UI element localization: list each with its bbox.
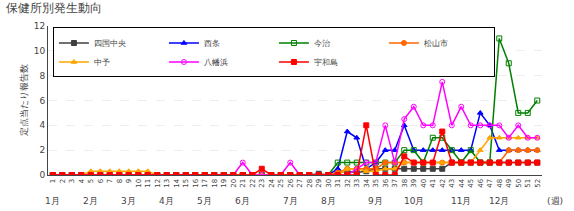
svg-text:0: 0 [39, 170, 45, 180]
svg-text:27: 27 [296, 179, 304, 188]
svg-text:西条: 西条 [204, 39, 220, 48]
svg-text:2月: 2月 [83, 196, 98, 206]
svg-text:21: 21 [239, 179, 247, 188]
svg-text:宇和島: 宇和島 [314, 58, 338, 67]
svg-text:10: 10 [34, 46, 46, 56]
svg-text:5月: 5月 [197, 196, 212, 206]
svg-text:34: 34 [363, 178, 371, 187]
svg-text:49: 49 [505, 179, 513, 188]
svg-text:44: 44 [458, 178, 466, 187]
svg-text:29: 29 [315, 179, 323, 188]
svg-text:52: 52 [534, 179, 542, 188]
svg-text:12: 12 [34, 21, 45, 31]
svg-text:42: 42 [439, 179, 447, 188]
svg-text:9月: 9月 [368, 196, 383, 206]
svg-text:1月: 1月 [45, 196, 60, 206]
svg-text:八幡浜: 八幡浜 [204, 58, 228, 67]
svg-text:40: 40 [420, 179, 428, 188]
svg-text:32: 32 [344, 179, 352, 188]
svg-text:10月: 10月 [404, 196, 424, 206]
svg-text:43: 43 [448, 179, 456, 188]
svg-text:7: 7 [106, 179, 114, 183]
svg-text:4: 4 [39, 120, 45, 130]
svg-text:12月: 12月 [489, 196, 509, 206]
svg-text:7月: 7月 [283, 196, 298, 206]
svg-text:23: 23 [258, 179, 266, 188]
svg-text:中予: 中予 [94, 58, 110, 67]
svg-text:3月: 3月 [121, 196, 136, 206]
svg-text:41: 41 [429, 179, 437, 188]
svg-text:25: 25 [277, 179, 285, 188]
svg-text:11: 11 [144, 179, 152, 188]
svg-text:2: 2 [59, 179, 67, 183]
svg-text:24: 24 [268, 178, 276, 187]
svg-text:保健所別発生動向: 保健所別発生動向 [6, 1, 102, 15]
svg-text:31: 31 [334, 179, 342, 188]
svg-text:33: 33 [353, 179, 361, 188]
svg-text:22: 22 [249, 179, 257, 188]
svg-text:45: 45 [467, 179, 475, 188]
svg-text:15: 15 [182, 179, 190, 188]
svg-text:19: 19 [220, 179, 228, 188]
svg-text:定点当たり報告数: 定点当たり報告数 [19, 65, 29, 137]
svg-text:6月: 6月 [235, 196, 250, 206]
svg-text:51: 51 [524, 179, 532, 188]
svg-text:14: 14 [173, 178, 181, 187]
svg-text:11月: 11月 [451, 196, 471, 206]
svg-text:13: 13 [163, 179, 171, 188]
svg-text:6: 6 [97, 178, 105, 183]
svg-text:36: 36 [382, 178, 390, 187]
svg-text:28: 28 [306, 179, 314, 188]
svg-text:2: 2 [39, 145, 45, 155]
svg-text:松山市: 松山市 [424, 39, 448, 48]
svg-text:12: 12 [154, 179, 162, 188]
svg-text:8: 8 [39, 71, 45, 81]
svg-text:8月: 8月 [321, 196, 336, 206]
svg-text:37: 37 [391, 179, 399, 188]
svg-text:39: 39 [410, 179, 418, 188]
svg-text:5: 5 [87, 179, 95, 183]
svg-text:6: 6 [39, 96, 45, 106]
svg-text:(週): (週) [547, 196, 563, 206]
svg-text:35: 35 [372, 179, 380, 188]
svg-text:18: 18 [211, 179, 219, 188]
svg-text:10: 10 [135, 179, 143, 188]
svg-text:50: 50 [515, 179, 523, 188]
svg-text:16: 16 [192, 178, 200, 187]
svg-text:38: 38 [401, 179, 409, 188]
svg-text:4月: 4月 [159, 196, 174, 206]
svg-text:47: 47 [486, 179, 494, 188]
svg-text:4: 4 [78, 178, 86, 183]
svg-text:四国中央: 四国中央 [94, 39, 126, 48]
svg-text:3: 3 [68, 179, 76, 183]
svg-text:1: 1 [49, 179, 57, 183]
svg-text:8: 8 [116, 179, 124, 183]
svg-text:今治: 今治 [314, 39, 330, 48]
svg-text:20: 20 [230, 179, 238, 188]
svg-text:46: 46 [477, 178, 485, 187]
svg-text:26: 26 [287, 178, 295, 187]
svg-text:9: 9 [125, 179, 133, 183]
svg-text:48: 48 [496, 179, 504, 188]
svg-text:17: 17 [201, 179, 209, 188]
svg-text:30: 30 [325, 179, 333, 188]
